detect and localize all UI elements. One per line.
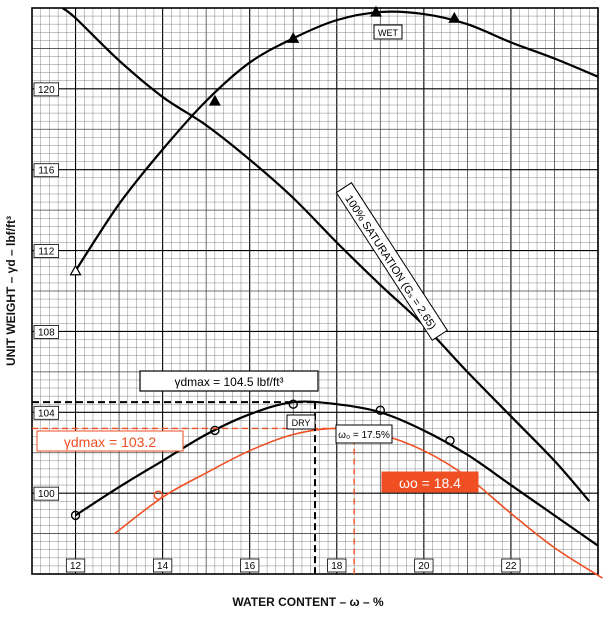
saturation-label-box [335,182,449,341]
wo-black-label-box [335,424,393,444]
y-tick-label: 100 [38,489,55,500]
point-marker-dry [288,399,298,409]
dry-label-box [286,414,316,430]
y-tick-label: 108 [38,327,55,338]
x-tick-label-box [153,558,173,573]
point-marker-wet [208,94,221,106]
y-tick-label: 116 [38,166,54,177]
point-marker-wet [448,11,461,23]
x-tick-label-box [240,558,260,573]
y-tick-label-box [33,325,60,339]
wo-orange-label-box [381,471,479,493]
y-tick-label-box [33,244,60,258]
x-tick-label: 12 [70,561,82,572]
wo-orange-label: ωo = 18.4 [399,475,461,491]
y-tick-label: 120 [38,85,55,96]
point-marker-dry [445,435,455,446]
x-tick-label: 22 [505,561,517,572]
x-tick-label: 14 [157,561,169,572]
y-tick-label: 104 [38,408,55,419]
point-marker-dry [210,425,220,436]
y-tick-label-box [33,163,60,178]
point-marker-dry [70,510,81,521]
y-axis-title: UNIT WEIGHT – γd – lbf/ft³ [4,216,18,366]
point-marker-wet [69,264,82,276]
wet-label-box [373,24,403,40]
series-line-100-saturation [61,8,591,502]
point-marker-dry [375,405,386,415]
x-tick-label: 16 [244,561,256,572]
y-tick-label: 112 [38,247,54,258]
x-axis-title: WATER CONTENT – ω – % [232,595,384,609]
x-tick-label-box [327,558,347,573]
point-marker-wet [369,5,382,17]
point-marker-orange [153,490,163,500]
point-marker-wet [287,32,300,43]
gdmax-orange-label-box [36,430,184,452]
wet-label: WET [378,28,398,38]
gdmax-black-label: γdmax = 104.5 lbf/ft³ [174,375,283,389]
y-tick-label-box [33,405,60,420]
series-line-wet [74,10,599,272]
series-line-dry [74,400,599,547]
x-tick-label: 18 [331,561,343,572]
wo-black-label: ω₀ = 17.5% [338,430,390,441]
gdmax-black-label-box [139,370,319,392]
y-tick-label-box [33,486,60,501]
dry-label: DRY [292,418,311,428]
x-tick-label-box [65,558,86,573]
x-tick-label-box [501,558,521,573]
gdmax-orange-label: γdmax = 103.2 [64,434,156,450]
y-tick-label-box [33,82,60,97]
x-tick-label-box [414,558,434,573]
x-tick-label: 20 [418,561,430,572]
